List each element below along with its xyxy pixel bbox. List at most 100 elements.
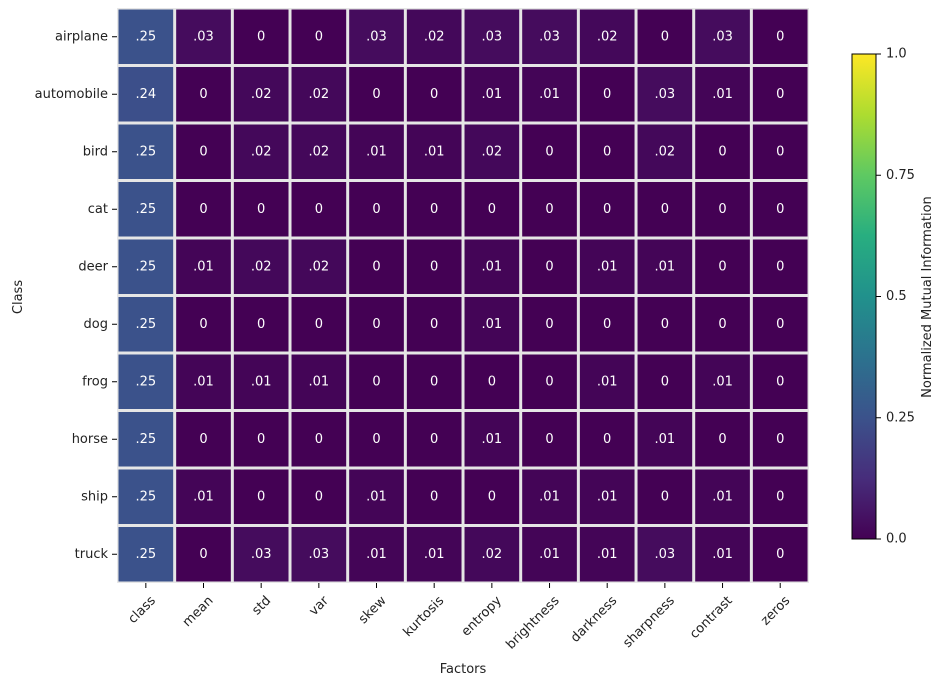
heatmap-cell [176,182,231,237]
cell-value-label: .01 [482,87,503,102]
cell-value-label: 0 [315,489,323,504]
heatmap-cell [118,67,174,122]
cell-value-label: 0 [776,317,784,332]
heatmap-cells [118,9,808,582]
heatmap-cell [291,9,347,64]
heatmap-cell [406,527,462,582]
heatmap-cell [522,527,577,582]
cell-value-label: .25 [135,374,156,389]
heatmap-cell [522,9,577,64]
cell-value-label: 0 [603,432,611,447]
cell-value-label: .24 [135,87,156,102]
cell-value-label: 0 [545,144,553,159]
heatmap-cell [118,124,174,179]
heatmap-cell [349,124,404,179]
cell-value-label: .01 [193,259,214,274]
heatmap-cell [233,239,289,294]
cell-value-label: 0 [661,374,669,389]
y-tick-label: airplane [55,29,108,44]
x-axis-title: Factors [440,662,487,677]
cell-value-label: .25 [135,259,156,274]
heatmap-cell [349,354,404,409]
cell-value-label: 0 [776,489,784,504]
cell-value-label: 0 [257,489,265,504]
heatmap-cell [176,67,231,122]
cell-value-label: 0 [315,317,323,332]
x-tick-label: kurtosis [401,593,448,640]
x-tick-label: sharpness [620,593,678,651]
cell-value-label: 0 [430,87,438,102]
heatmap-cell [233,354,289,409]
heatmap-cell [579,412,635,467]
cell-value-label: 0 [545,202,553,217]
cell-value-label: .01 [482,259,503,274]
y-tick-label: bird [83,144,108,159]
cell-value-label: 0 [199,317,207,332]
y-tick-label: ship [81,489,108,504]
heatmap-cell [176,527,231,582]
heatmap-cell [176,9,231,64]
heatmap-cell [695,297,750,352]
cell-value-label: .01 [308,374,329,389]
cell-value-label: 0 [718,259,726,274]
heatmap-cell [406,67,462,122]
heatmap-cell [637,239,693,294]
cell-value-label: .02 [251,259,272,274]
cell-value-label: 0 [488,489,496,504]
heatmap-cell [233,297,289,352]
heatmap-cell [349,9,404,64]
heatmap-cell [349,239,404,294]
cell-value-label: 0 [545,259,553,274]
heatmap-cell [695,239,750,294]
heatmap-cell [118,469,174,524]
cell-value-label: 0 [776,259,784,274]
y-tick-label: cat [88,202,108,217]
cell-value-label: .25 [135,432,156,447]
heatmap-cell [522,297,577,352]
cell-value-label: .02 [308,259,329,274]
heatmap-cell [349,297,404,352]
heatmap-cell [464,297,520,352]
cell-value-label: 0 [661,317,669,332]
x-tick-label: darkness [568,593,620,645]
y-tick-label: dog [84,317,108,332]
cell-value-label: .02 [482,144,503,159]
cell-value-label: .01 [597,547,618,562]
cell-value-label: 0 [257,202,265,217]
cell-value-label: 0 [199,87,207,102]
heatmap-cell [637,297,693,352]
cell-value-label: .01 [482,432,503,447]
heatmap-cell [176,124,231,179]
cell-value-label: .01 [366,144,387,159]
cell-value-label: .01 [539,547,560,562]
heatmap-cell [118,297,174,352]
x-tick-label: var [306,593,332,619]
heatmap-cell [579,182,635,237]
heatmap-cell [291,67,347,122]
heatmap-cell [176,354,231,409]
heatmap-cell [522,239,577,294]
heatmap-cell [752,354,808,409]
cell-value-label: .01 [712,489,733,504]
heatmap-cell [176,469,231,524]
heatmap-cell [464,9,520,64]
cell-value-label: 0 [545,374,553,389]
heatmap-cell [406,9,462,64]
heatmap-cell [349,182,404,237]
colorbar-title: Normalized Mutual Information [920,196,935,398]
heatmap-cell [522,124,577,179]
heatmap-cell [233,412,289,467]
cell-value-label: .03 [193,29,214,44]
x-tick-label: contrast [687,593,736,642]
heatmap-cell [118,182,174,237]
cell-value-label: .01 [424,144,445,159]
cell-value-label: .02 [308,87,329,102]
heatmap-cell [522,469,577,524]
heatmap-cell [752,297,808,352]
colorbar-ticks: 0.0 0.25 0.5 0.75 1.0 [876,47,915,547]
heatmap-cell [406,297,462,352]
cell-value-label: 0 [776,202,784,217]
heatmap-cell [291,354,347,409]
heatmap-cell [522,354,577,409]
